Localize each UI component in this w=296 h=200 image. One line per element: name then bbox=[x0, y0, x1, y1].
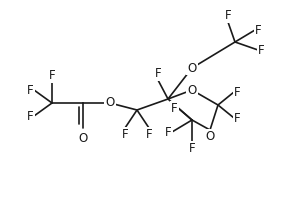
Text: O: O bbox=[105, 97, 115, 110]
Text: F: F bbox=[146, 128, 152, 141]
Text: F: F bbox=[122, 128, 128, 141]
Text: F: F bbox=[155, 67, 161, 80]
Text: F: F bbox=[171, 102, 178, 114]
Text: F: F bbox=[27, 84, 34, 97]
Text: F: F bbox=[234, 112, 241, 124]
Text: F: F bbox=[49, 69, 55, 82]
Text: F: F bbox=[225, 9, 231, 22]
Text: O: O bbox=[187, 84, 197, 97]
Text: F: F bbox=[189, 142, 195, 155]
Text: O: O bbox=[205, 130, 215, 143]
Text: F: F bbox=[258, 44, 265, 56]
Text: F: F bbox=[255, 23, 262, 36]
Text: O: O bbox=[78, 132, 88, 145]
Text: O: O bbox=[187, 62, 197, 74]
Text: F: F bbox=[165, 126, 172, 138]
Text: F: F bbox=[27, 110, 34, 122]
Text: F: F bbox=[234, 86, 241, 98]
